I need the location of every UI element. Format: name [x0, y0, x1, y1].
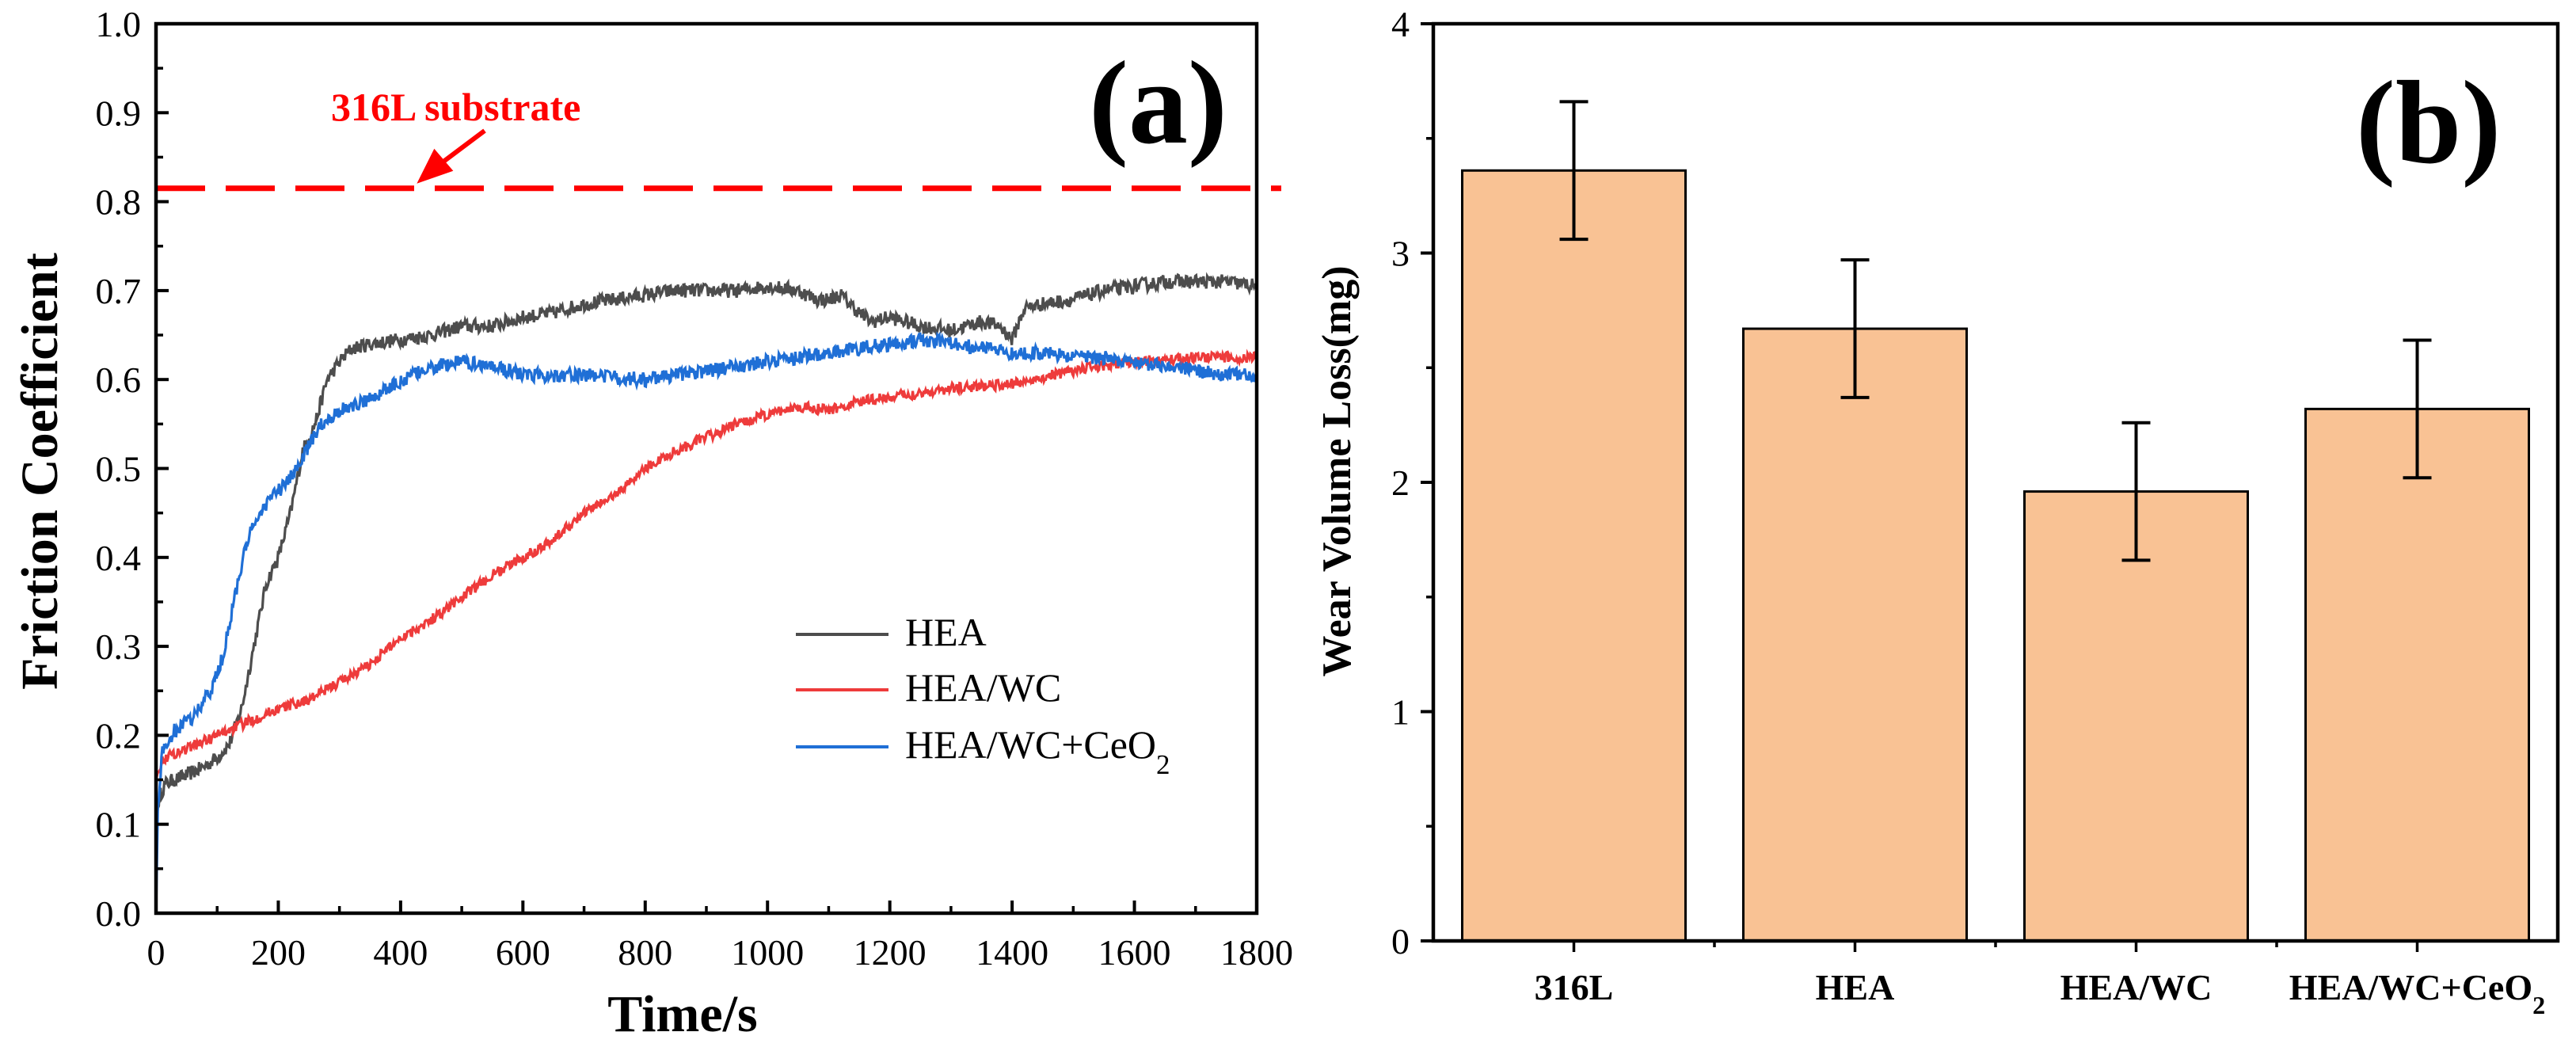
bar-3 [2023, 490, 2249, 942]
panel-b-x-tick-label: HEA [1816, 967, 1895, 1007]
panel-a-plot-area: 316L substrate 0 200 400 600 800 1000 1200 1400 1… [96, 4, 1294, 973]
bar-4 [2304, 407, 2530, 942]
panel-b-y-tick-label: 2 [1391, 463, 1410, 503]
panel-b-y-axis-title: Wear Volume Loss(mg) [1315, 265, 1360, 676]
panel-a-y-tick-label: 0.3 [96, 626, 142, 667]
panel-b-x-tick-label: 316L [1535, 967, 1614, 1007]
reference-line-label: 316L substrate [331, 85, 580, 129]
panel-b-y-tick-label: 1 [1391, 692, 1410, 733]
panel-a-label: (a) [1089, 37, 1227, 169]
panel-a-x-axis-title: Time/s [607, 985, 757, 1043]
panel-a-y-tick-label: 0.4 [96, 538, 142, 578]
panel-a-y-tick-label: 0.0 [96, 893, 142, 934]
panel-b-x-tick-label: HEA/WC+CeO2 [2289, 967, 2545, 1019]
panel-a-y-axis-title: Friction Coefficient [11, 253, 69, 690]
series-line-hea-wc-ceo2 [156, 331, 1257, 913]
panel-a-x-tick-label: 800 [618, 932, 672, 973]
bar-1 [1461, 169, 1687, 942]
panel-b-y-tick-label: 4 [1391, 4, 1410, 44]
panel-a-y-tick-label: 0.8 [96, 182, 142, 223]
panel-a-x-tick-label: 1600 [1098, 932, 1171, 973]
panel-b-wear-chart: 316L HEA HEA/WC HEA/WC+CeO2 0 1 2 3 4 (b) Wear V… [1315, 4, 2560, 1019]
panel-a-x-tick-label: 1800 [1220, 932, 1293, 973]
legend-label-2: HEA/WC [905, 665, 1061, 710]
panel-b-label: (b) [2356, 57, 2501, 188]
legend-label-3: HEA/WC+CeO2 [905, 722, 1170, 780]
panel-a-y-tick-label: 0.6 [96, 360, 142, 400]
legend-label-1: HEA [905, 610, 987, 654]
panel-b-y-tick-label: 3 [1391, 234, 1410, 274]
series-line-hea-wc [156, 348, 1257, 780]
panel-b-y-tick-label: 0 [1391, 921, 1410, 962]
bar-2 [1742, 327, 1968, 942]
panel-b-plot-area: 316L HEA HEA/WC HEA/WC+CeO2 0 1 2 3 4 [1391, 4, 2560, 1019]
panel-a-y-tick-label: 1.0 [96, 4, 142, 44]
series-line-hea [156, 272, 1257, 824]
panel-a-y-tick-label: 0.7 [96, 271, 142, 311]
panel-a-x-tick-label: 1400 [976, 932, 1048, 973]
panel-a-y-tick-label: 0.9 [96, 93, 142, 133]
panel-a-x-tick-label: 0 [147, 932, 166, 973]
reference-arrow-head [417, 148, 454, 184]
panel-a-x-tick-label: 200 [251, 932, 306, 973]
panel-a-x-tick-label: 600 [496, 932, 550, 973]
panel-a-friction-chart: 316L substrate 0 200 400 600 800 1000 1200 1400 1… [11, 4, 1293, 1043]
panel-a-y-tick-label: 0.5 [96, 449, 142, 489]
panel-a-x-tick-label: 1200 [854, 932, 927, 973]
panel-a-y-tick-label: 0.1 [96, 805, 142, 845]
panel-b-x-tick-label: HEA/WC [2060, 967, 2213, 1007]
panel-a-x-tick-label: 1000 [731, 932, 804, 973]
panel-a-x-tick-label: 400 [373, 932, 428, 973]
panel-a-y-tick-label: 0.2 [96, 715, 142, 756]
